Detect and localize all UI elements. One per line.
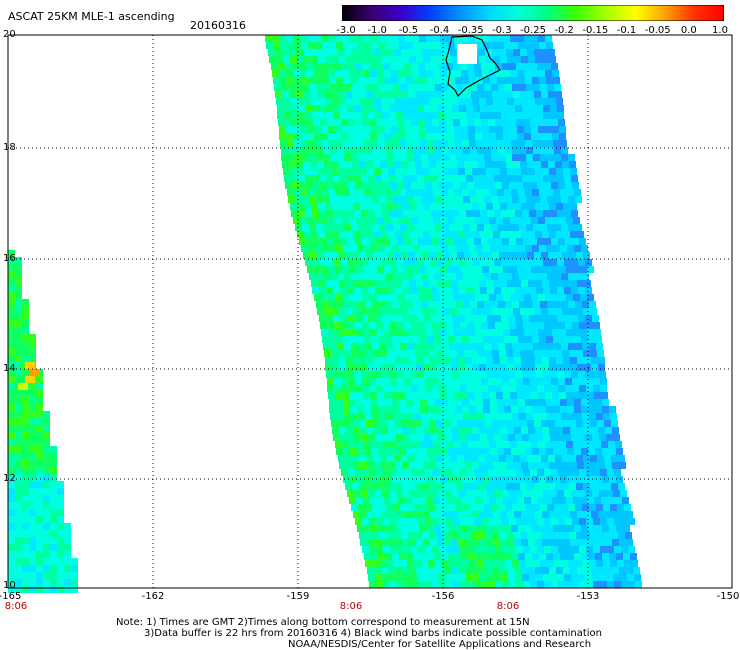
lat-label-18: 18 <box>3 142 16 153</box>
lat-label-20: 20 <box>3 29 16 40</box>
time-label-middle: 8:06 <box>339 601 363 612</box>
time-label-right: 8:06 <box>496 601 520 612</box>
graticule <box>8 35 732 588</box>
colorbar-label: -1.0 <box>367 25 387 36</box>
colorbar-label: -0.4 <box>429 25 450 36</box>
swath-data <box>8 35 642 593</box>
colorbar-label: -0.5 <box>398 25 419 36</box>
chart-title: ASCAT 25KM MLE-1 ascending <box>8 10 175 23</box>
colorbar-label: -0.05 <box>644 25 671 36</box>
lon-label-159: -159 <box>286 591 310 602</box>
colorbar-label: 1.0 <box>712 25 728 36</box>
note-line-3: NOAA/NESDIS/Center for Satellite Applica… <box>288 639 592 650</box>
note-line-1: Note: 1) Times are GMT 2)Times along bot… <box>116 617 530 628</box>
lat-label-14: 14 <box>3 363 16 374</box>
note-line-2: 3)Data buffer is 22 hrs from 20160316 4)… <box>144 628 602 639</box>
colorbar-label: -0.25 <box>520 25 546 36</box>
lon-label-165: -165 <box>0 591 22 602</box>
colorbar <box>342 5 724 21</box>
time-label-left: 8:06 <box>4 601 28 612</box>
chart-date: 20160316 <box>190 19 246 32</box>
colorbar-label: -0.35 <box>457 25 484 36</box>
colorbar-label: 0.0 <box>680 25 697 36</box>
colorbar-label: -0.15 <box>582 25 609 36</box>
lon-label-162: -162 <box>141 591 165 602</box>
lat-label-10: 10 <box>3 580 16 591</box>
colorbar-label: -0.3 <box>492 25 512 36</box>
map-frame <box>7 34 733 589</box>
lon-label-156: -156 <box>431 591 455 602</box>
colorbar-label: -0.2 <box>554 25 574 36</box>
lon-label-150: -150 <box>716 591 740 602</box>
lat-label-16: 16 <box>3 253 16 264</box>
lat-label-12: 12 <box>3 473 16 484</box>
island-coastline <box>445 35 501 98</box>
colorbar-label: -0.1 <box>616 25 637 36</box>
colorbar-label: -3.0 <box>336 25 356 36</box>
lon-label-153: -153 <box>576 591 600 602</box>
